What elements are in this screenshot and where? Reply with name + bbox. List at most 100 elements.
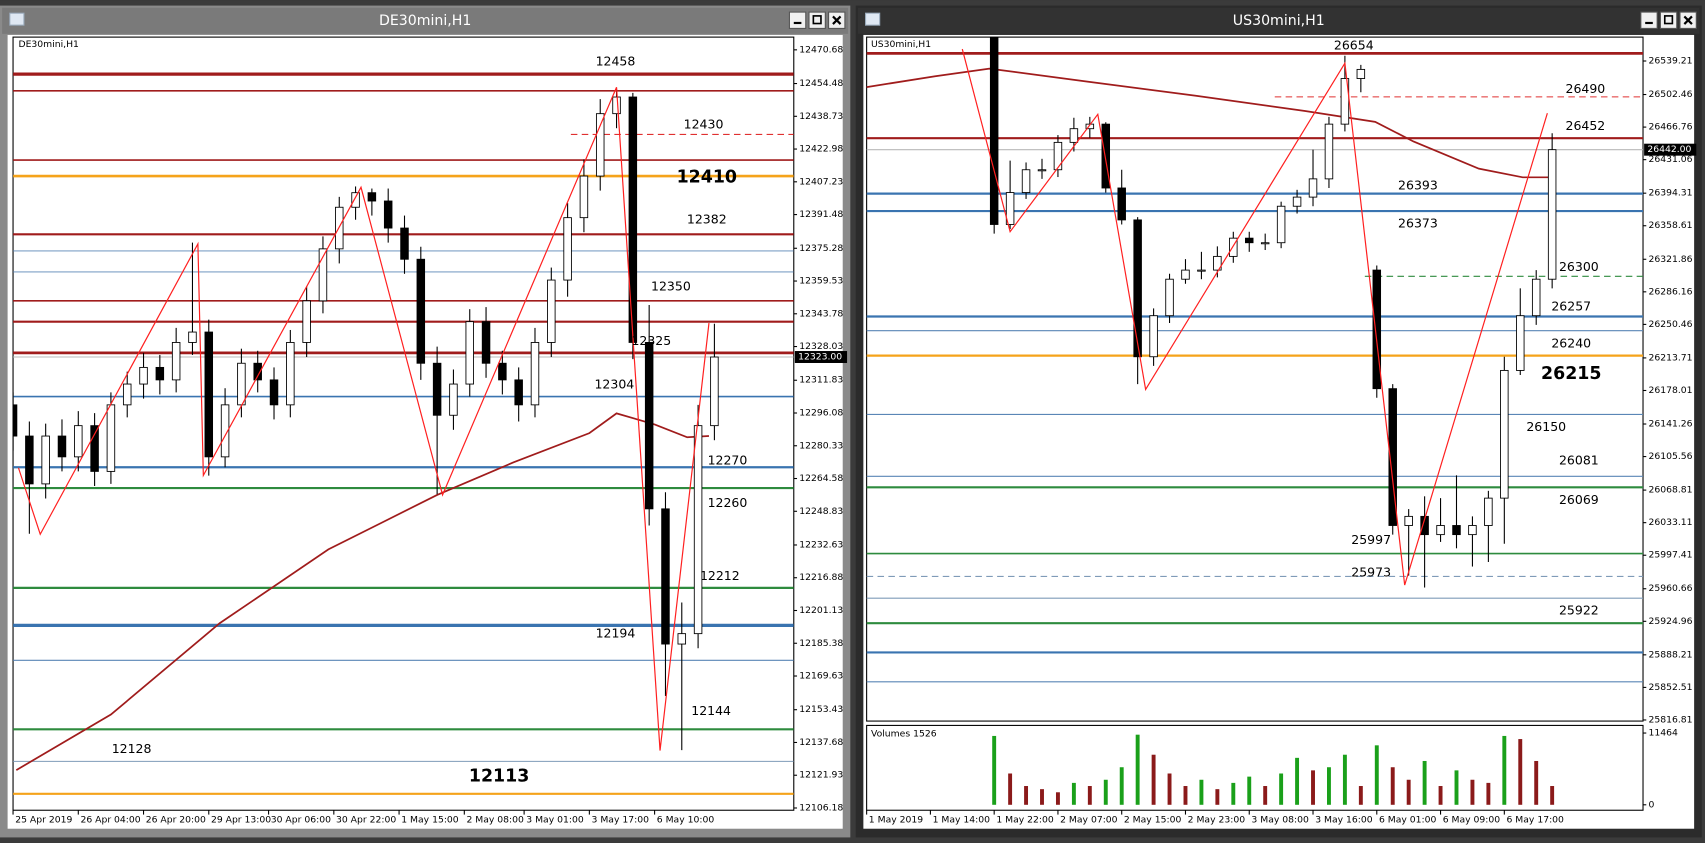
candle-body [1069,128,1079,143]
candle-body [1181,269,1190,280]
candle-body [1420,515,1429,536]
candle-body [710,356,719,427]
y-tick-label: 26358.61 [1648,220,1692,231]
candle-body [1547,149,1557,280]
candle-body [1101,123,1111,189]
volume-bar [1502,735,1507,805]
x-tick-label: 1 May 15:00 [401,815,459,826]
candle-body [563,217,572,281]
candle-body [1372,269,1382,390]
candle-body [547,279,556,343]
candle-body [269,379,279,406]
volume-bar [1008,773,1013,805]
y-tick-label: 12106.18 [799,802,843,813]
candle-body [237,362,246,406]
level-annotation: 12194 [596,626,636,641]
level-annotation: 26373 [1398,216,1438,231]
y-tick-label: 26178.01 [1648,385,1692,396]
y-tick-label: 26068.81 [1648,485,1692,496]
close-button[interactable] [1679,11,1697,29]
y-tick-label: 25960.66 [1648,583,1692,594]
maximize-button-face [808,11,826,29]
y-tick-label: 26105.56 [1648,451,1692,462]
candle-body [25,435,34,485]
candle-body [1213,255,1222,271]
volume-bar [1470,779,1475,805]
x-tick-label: 3 May 17:00 [592,815,650,826]
level-annotation: 26081 [1559,453,1599,468]
volume-bar [1279,773,1284,805]
y-tick-label: 12343.78 [799,308,843,319]
chart-window: DE30mini,H1 12458 12430 12410 12382 12350 1232… [0,5,851,838]
volume-tick-label: 11464 [1648,728,1678,739]
volume-bar [1358,786,1363,805]
candle-body [106,404,116,472]
candle-body [612,96,621,115]
chart-area [863,34,1695,829]
candle-body [1149,315,1158,358]
plot [866,37,1644,683]
y-tick-label: 12153.43 [799,704,843,715]
level-annotation: 12113 [469,767,529,787]
candle-body [1245,237,1254,244]
level-annotation: 26654 [1334,37,1374,52]
volume-bar [1406,779,1411,805]
level-annotation: 12260 [708,495,748,510]
volume-bar [1518,739,1523,805]
volume-bar [1183,786,1188,805]
level-annotation: 12128 [112,741,152,756]
level-annotation: 12382 [687,211,727,226]
y-tick-label: 26033.11 [1648,517,1692,528]
candle-body [1165,278,1174,317]
volume-bar [1024,786,1029,805]
candle-body [1484,497,1493,526]
volume-pane-border [866,724,1644,811]
y-tick-label: 12264.58 [799,473,843,484]
x-tick-label: 6 May 01:00 [1379,815,1437,826]
close-button[interactable] [828,11,846,29]
candle-body [1468,525,1477,536]
maximize-button[interactable] [1659,11,1678,29]
candle-body [628,96,638,343]
candle-body [595,113,605,177]
minimize-button[interactable] [788,11,807,29]
candle-body [1436,525,1445,536]
y-tick-label: 12185.38 [799,638,843,649]
level-annotation: 12458 [596,54,636,69]
window-icon [9,12,25,26]
y-tick-label: 12454.48 [799,78,843,89]
volume-bar [1040,789,1044,805]
level-annotation: 26393 [1398,178,1438,193]
candle-body [644,342,654,510]
window-title: US30mini,H1 [1233,13,1325,29]
candle-body [1308,178,1318,198]
candle-body [1356,68,1366,79]
volume-bar [1454,770,1459,805]
volume-bar [1055,792,1060,805]
level-annotation: 26240 [1551,335,1591,350]
candle-body [13,404,18,437]
y-tick-label: 12201.13 [799,605,843,616]
minimize-button[interactable] [1640,11,1658,29]
x-tick-label: 6 May 17:00 [1506,815,1564,826]
candle-body [1021,169,1031,193]
x-tick-label: 26 Apr 04:00 [80,815,140,826]
window-icon [865,12,881,26]
volume-bar [992,735,997,805]
y-tick-label: 12311.83 [799,375,843,386]
close-glyph [832,15,842,25]
y-tick-label: 26250.46 [1648,319,1692,330]
volume-label: Volumes 1526 [871,729,937,740]
minimize-button-face [1640,11,1658,29]
y-tick-label: 26539.21 [1648,56,1692,67]
title-bar [2,7,849,34]
level-annotation: 12350 [651,279,691,294]
candle-body [122,383,132,406]
maximize-button[interactable] [808,11,826,29]
y-tick-label: 12296.08 [799,408,843,419]
candle-body [432,362,442,416]
volume-bar [1550,786,1555,805]
y-tick-label: 26286.16 [1648,286,1692,297]
candle-body [302,300,311,343]
level-annotation: 26069 [1559,492,1599,507]
